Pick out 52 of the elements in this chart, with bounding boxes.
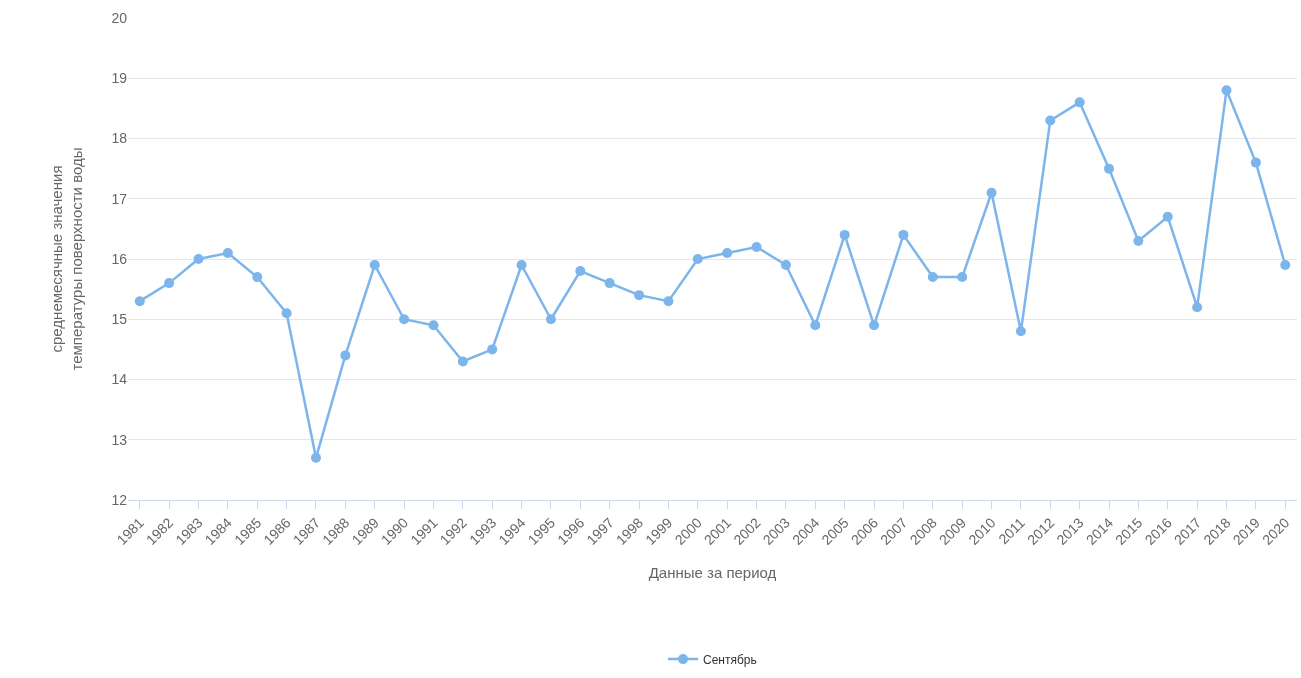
y-tick-label: 12 bbox=[111, 491, 128, 508]
point bbox=[898, 229, 909, 240]
y-tick-label: 13 bbox=[111, 431, 128, 448]
point bbox=[663, 296, 674, 307]
point bbox=[780, 260, 791, 271]
point bbox=[869, 320, 880, 331]
point bbox=[1015, 326, 1026, 337]
point bbox=[340, 350, 351, 361]
point bbox=[839, 229, 850, 240]
point bbox=[634, 290, 645, 301]
y-tick-label: 17 bbox=[111, 190, 128, 207]
y-tick-label: 19 bbox=[111, 70, 128, 87]
point bbox=[164, 278, 175, 289]
point bbox=[1162, 211, 1173, 222]
y-tick-label: 18 bbox=[111, 130, 128, 147]
point bbox=[957, 272, 968, 283]
point bbox=[487, 344, 498, 355]
point bbox=[369, 260, 380, 271]
point bbox=[457, 356, 468, 367]
point bbox=[193, 254, 204, 264]
point bbox=[1221, 85, 1232, 96]
point bbox=[927, 272, 938, 283]
point bbox=[399, 314, 410, 325]
y-tick-label: 15 bbox=[111, 311, 128, 328]
point bbox=[545, 314, 556, 325]
point bbox=[604, 278, 615, 289]
point bbox=[516, 260, 527, 271]
y-tick-label: 14 bbox=[111, 371, 128, 388]
point bbox=[134, 296, 145, 307]
x-axis-title: Данные за период bbox=[648, 563, 777, 581]
point bbox=[1104, 163, 1115, 174]
point bbox=[1280, 260, 1291, 271]
y-axis-title: среднемесячные значения температуры поверхности воды bbox=[48, 147, 85, 371]
point bbox=[986, 187, 997, 198]
point bbox=[692, 254, 703, 264]
point bbox=[252, 272, 263, 283]
point bbox=[1074, 97, 1085, 108]
point bbox=[1133, 235, 1144, 246]
point bbox=[1192, 302, 1203, 313]
y-tick-label: 16 bbox=[111, 250, 128, 267]
point bbox=[751, 241, 762, 252]
point bbox=[1045, 115, 1056, 126]
y-tick-label: 20 bbox=[111, 9, 128, 26]
legend-label: Сентябрь bbox=[703, 652, 757, 667]
point bbox=[222, 247, 233, 258]
point bbox=[310, 452, 321, 463]
point bbox=[722, 247, 733, 258]
point bbox=[575, 266, 586, 277]
point bbox=[1250, 157, 1261, 168]
point bbox=[281, 308, 292, 319]
point bbox=[810, 320, 821, 331]
point bbox=[428, 320, 439, 331]
